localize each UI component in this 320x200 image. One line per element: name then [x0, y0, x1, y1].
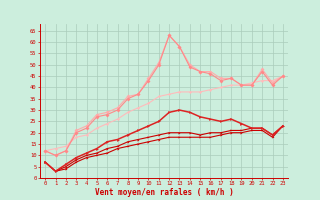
X-axis label: Vent moyen/en rafales ( km/h ): Vent moyen/en rafales ( km/h )	[95, 188, 233, 197]
